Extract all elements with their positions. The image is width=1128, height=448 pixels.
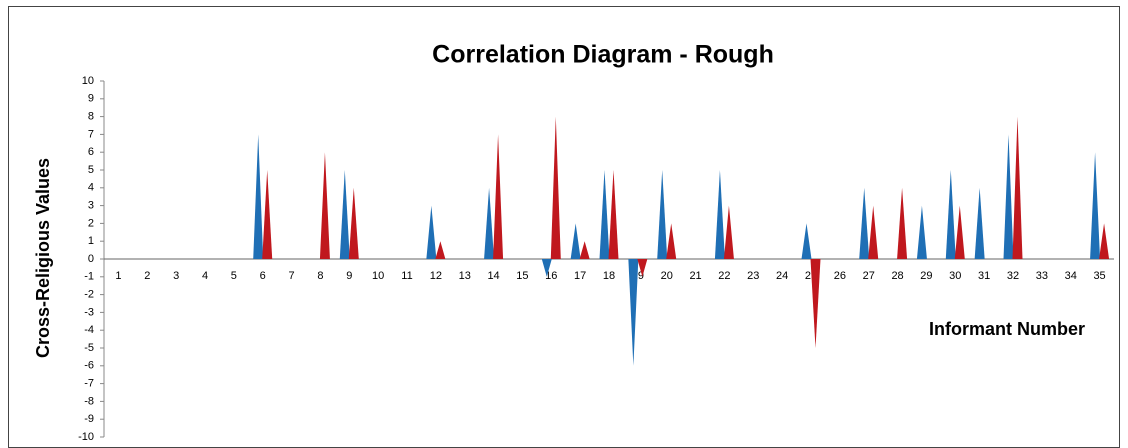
x-tick-label: 1: [115, 270, 121, 282]
x-tick-label: 13: [459, 270, 471, 282]
spike: [339, 170, 350, 259]
spike: [426, 205, 437, 259]
y-tick-label: 10: [82, 75, 94, 87]
spike: [570, 223, 581, 259]
spike: [493, 134, 504, 259]
x-tick-label: 10: [372, 270, 384, 282]
y-tick-label: -5: [84, 342, 94, 354]
x-tick-label: 14: [487, 270, 499, 282]
x-tick-label: 27: [863, 270, 875, 282]
x-tick-label: 16: [545, 270, 557, 282]
x-tick-label: 33: [1036, 270, 1048, 282]
x-tick-label: 17: [574, 270, 586, 282]
x-tick-label: 30: [949, 270, 961, 282]
x-tick-label: 26: [834, 270, 846, 282]
x-tick-label: 11: [401, 270, 412, 282]
spike: [599, 170, 610, 259]
spike: [541, 259, 552, 277]
y-tick-label: 9: [88, 93, 94, 105]
y-tick-label: -6: [84, 360, 94, 372]
x-axis-label: Informant Number: [929, 319, 1085, 339]
y-tick-label: 2: [88, 217, 94, 229]
spike: [628, 259, 639, 366]
spike: [945, 170, 956, 259]
x-tick-label: 21: [689, 270, 701, 282]
spike: [319, 152, 330, 259]
spike: [897, 187, 908, 259]
x-tick-label: 20: [661, 270, 673, 282]
spike: [1012, 116, 1023, 259]
x-tick-label: 4: [202, 270, 208, 282]
y-tick-label: 7: [88, 128, 94, 140]
y-tick-label: -10: [78, 431, 94, 443]
spike: [484, 187, 495, 259]
spike: [868, 205, 879, 259]
spike: [435, 241, 446, 259]
spike: [550, 116, 561, 259]
spike: [348, 187, 359, 259]
x-tick-label: 24: [776, 270, 788, 282]
spike: [262, 170, 273, 259]
y-tick-label: -7: [84, 378, 94, 390]
spike: [714, 170, 725, 259]
x-tick-label: 15: [516, 270, 528, 282]
x-tick-label: 8: [317, 270, 323, 282]
y-axis-label: Cross-Religious Values: [33, 158, 53, 358]
x-tick-label: 29: [920, 270, 932, 282]
spike: [801, 223, 812, 259]
spike: [253, 134, 264, 259]
spike: [579, 241, 590, 259]
x-tick-label: 5: [231, 270, 237, 282]
x-tick-label: 3: [173, 270, 179, 282]
spike: [1099, 223, 1110, 259]
y-tick-label: 0: [88, 253, 94, 265]
spike: [723, 205, 734, 259]
spike: [954, 205, 965, 259]
x-tick-label: 32: [1007, 270, 1019, 282]
chart-title: Correlation Diagram - Rough: [432, 41, 774, 69]
spike: [608, 170, 619, 259]
x-tick-label: 31: [978, 270, 990, 282]
y-tick-label: -4: [84, 324, 94, 336]
x-tick-label: 12: [430, 270, 442, 282]
y-tick-label: -9: [84, 413, 94, 425]
chart-frame: [8, 6, 1120, 448]
x-tick-label: 18: [603, 270, 615, 282]
x-tick-label: 22: [718, 270, 730, 282]
y-tick-label: -1: [84, 271, 94, 283]
spike: [1090, 152, 1101, 259]
x-tick-label: 9: [346, 270, 352, 282]
x-tick-label: 2: [144, 270, 150, 282]
x-tick-label: 35: [1093, 270, 1105, 282]
y-tick-label: 4: [88, 182, 94, 194]
x-tick-label: 28: [891, 270, 903, 282]
spike: [1003, 134, 1014, 259]
y-tick-label: 8: [88, 111, 94, 123]
y-tick-label: 6: [88, 146, 94, 158]
spike: [859, 187, 870, 259]
y-tick-label: -3: [84, 306, 94, 318]
y-tick-label: -8: [84, 395, 94, 407]
y-tick-label: 5: [88, 164, 94, 176]
x-tick-label: 7: [289, 270, 295, 282]
x-tick-label: 23: [747, 270, 759, 282]
y-tick-label: -2: [84, 289, 94, 301]
x-tick-label: 6: [260, 270, 266, 282]
y-tick-label: 3: [88, 200, 94, 212]
spike: [810, 259, 821, 348]
spike: [916, 205, 927, 259]
x-tick-label: 34: [1065, 270, 1077, 282]
spike: [974, 187, 985, 259]
spike: [666, 223, 677, 259]
y-tick-label: 1: [88, 235, 94, 247]
spike: [637, 259, 648, 277]
spike: [657, 170, 668, 259]
